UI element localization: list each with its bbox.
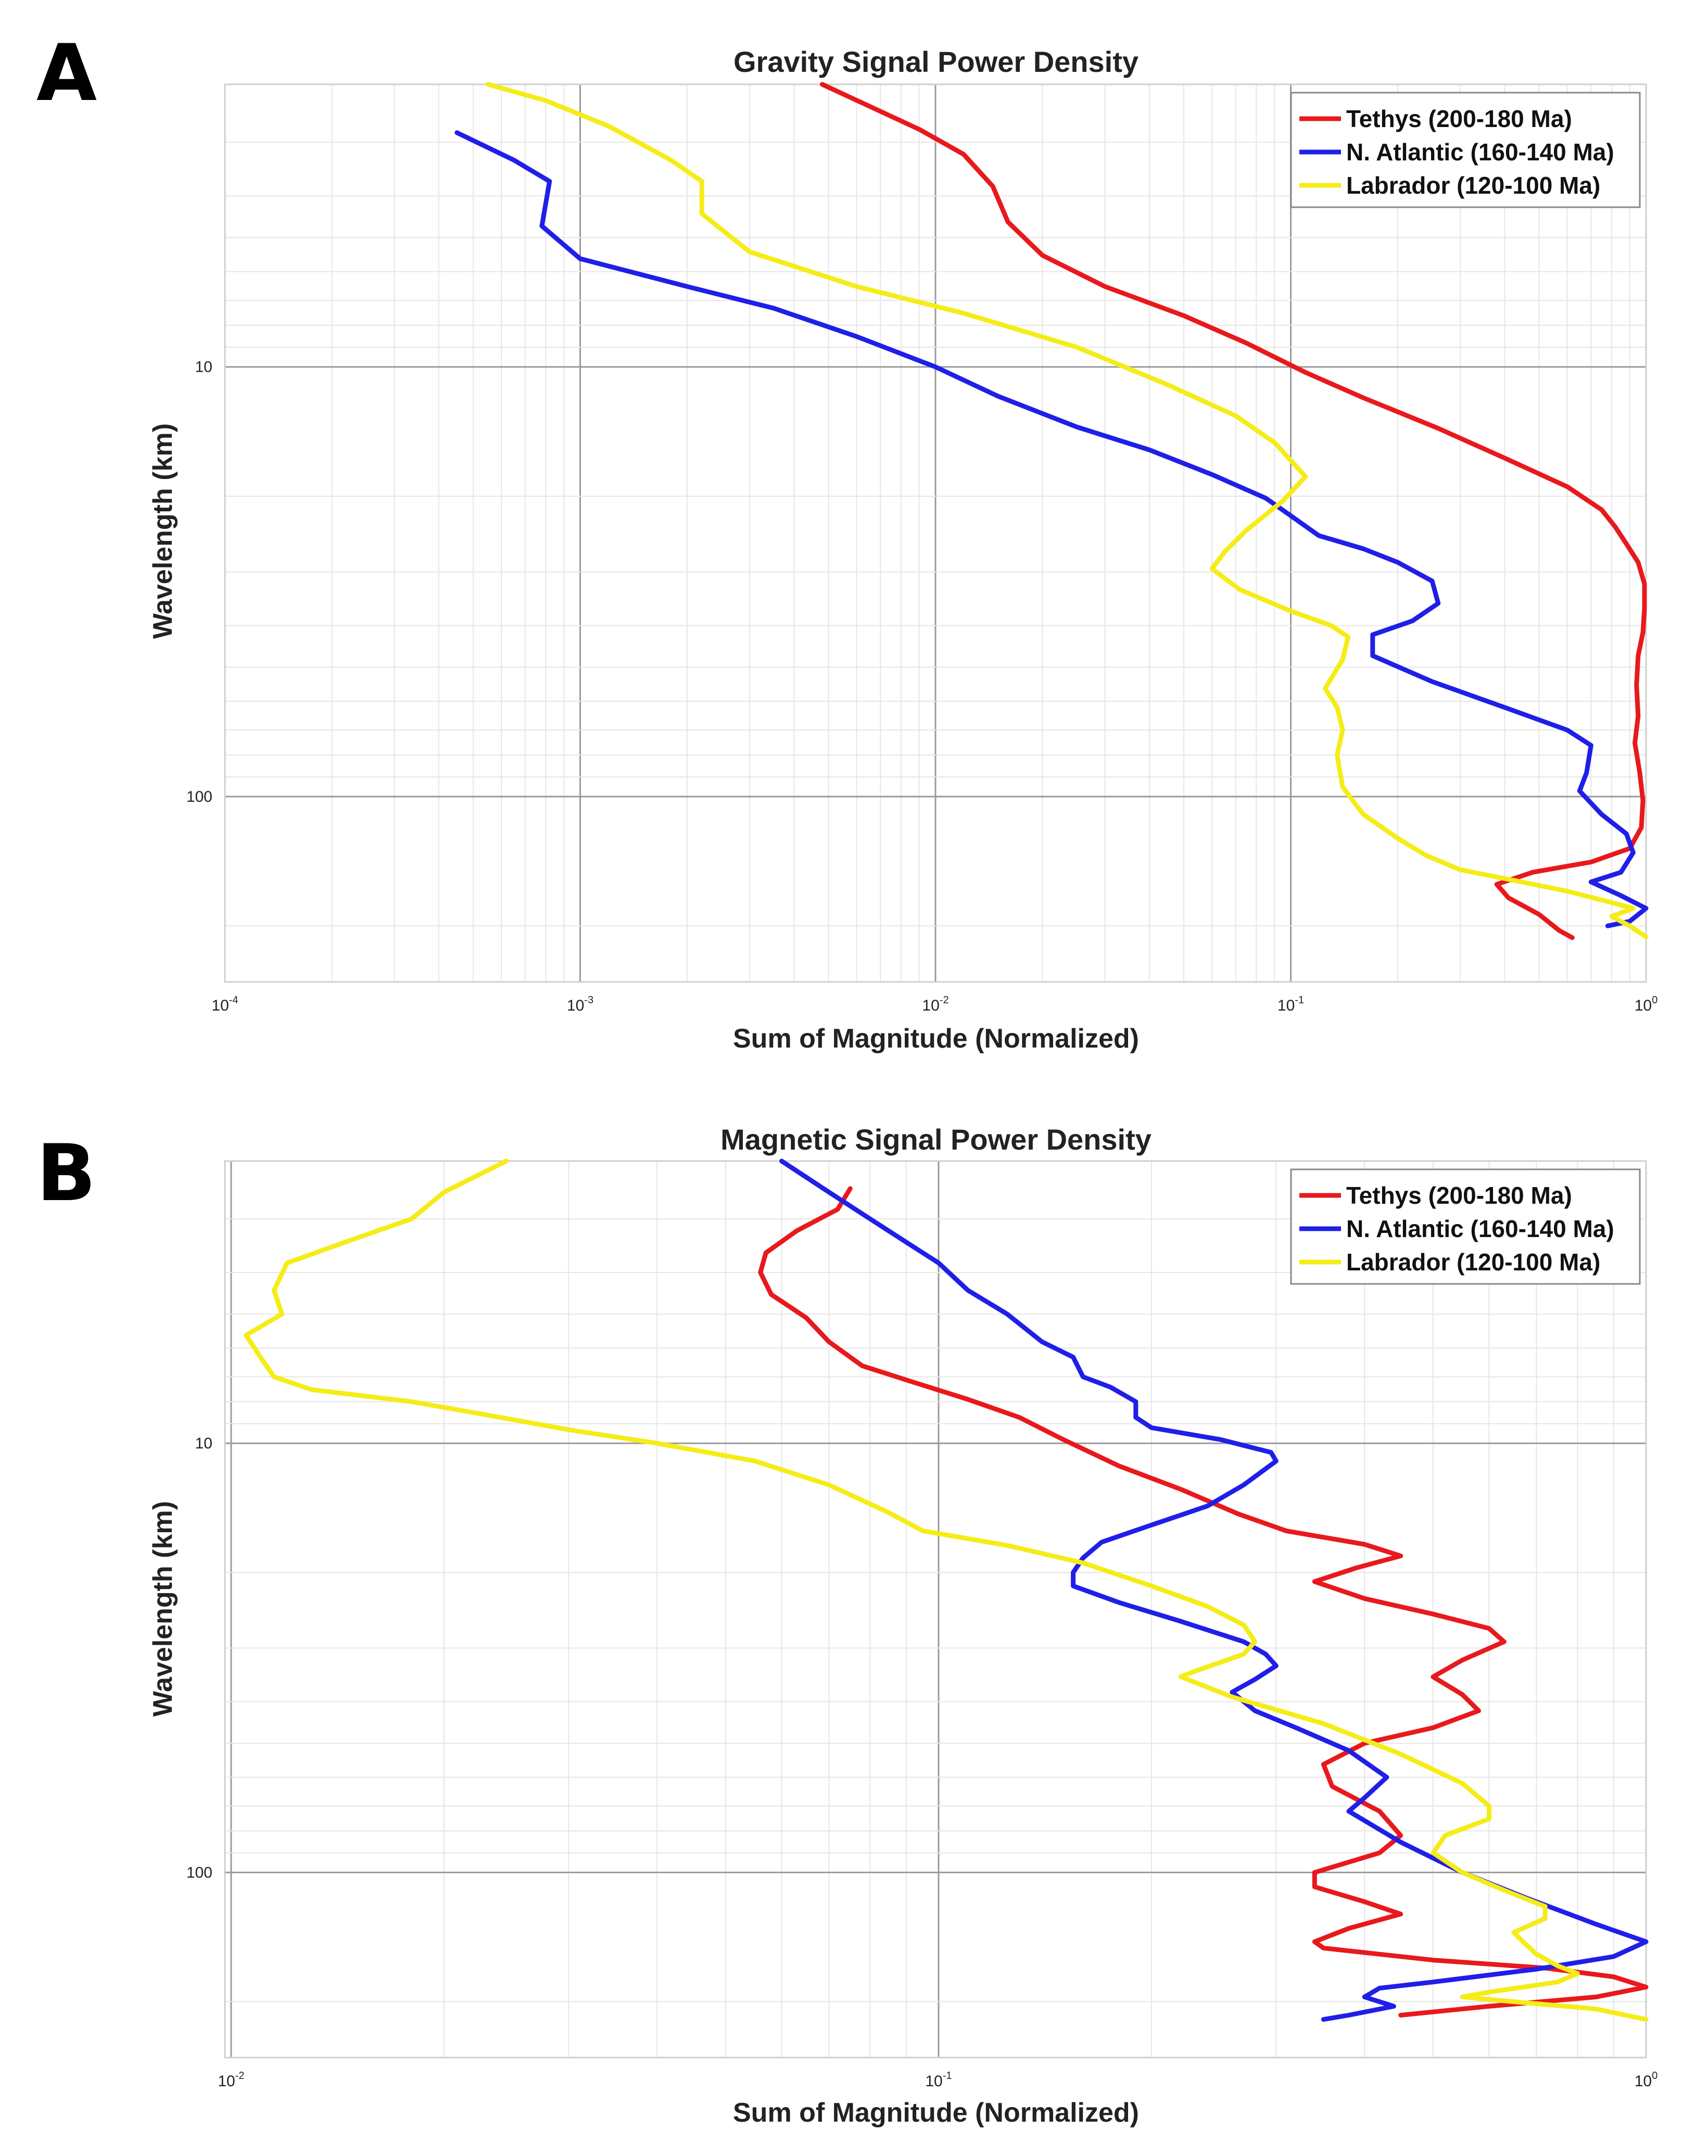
series-line-labrador [244,1158,1649,2022]
series-layer-a [454,82,1649,940]
y-ticks-a: 10 100 [186,359,212,805]
panel-letter-a: A [36,28,97,119]
series-line-n [454,130,1649,928]
legend-label-tethys-b: Tethys (200-180 Ma) [1346,1182,1572,1209]
panel-a: A Gravity Signal Power Density 10-4 10-3 1… [36,28,1658,1054]
x-tick-label: 100 [1635,994,1658,1014]
chart-title-b: Magnetic Signal Power Density [720,1123,1152,1156]
series-line-tethys [758,1186,1649,2018]
x-tick-label: 10-3 [567,994,593,1014]
series-line-tethys [819,82,1647,940]
legend-label-labrador-b: Labrador (120-100 Ma) [1346,1249,1600,1276]
panel-b: B Magnetic Signal Power Density 10-2 10-1… [36,1123,1658,2128]
x-axis-label-a: Sum of Magnitude (Normalized) [733,1024,1139,1054]
y-tick-label: 10 [195,359,212,376]
legend-box-a [1290,92,1641,208]
legend-label-n-atlantic-a: N. Atlantic (160-140 Ma) [1346,138,1614,166]
grid-b [225,1161,1646,2058]
y-axis-label-a: Wavelength (km) [148,423,178,639]
x-tick-label: 10-1 [925,2070,952,2090]
y-tick-label: 100 [186,1864,212,1881]
grid-a [224,84,1646,982]
y-tick-label: 10 [195,1435,212,1452]
plot-area-a [224,83,1647,983]
panel-letter-b: B [36,1128,96,1219]
series-line-n [779,1158,1649,2022]
y-tick-label: 100 [186,788,212,805]
x-tick-label: 100 [1635,2070,1658,2090]
x-tick-label: 10-1 [1277,994,1304,1014]
legend-label-labrador-a: Labrador (120-100 Ma) [1346,172,1600,199]
series-line-labrador [485,82,1649,939]
series-layer-b [244,1158,1649,2022]
x-axis-label-b: Sum of Magnitude (Normalized) [733,2098,1139,2128]
legend-a: Tethys (200-180 Ma) N. Atlantic (160-140… [1290,92,1641,208]
x-ticks-a: 10-4 10-3 10-2 10-1 100 [211,994,1658,1014]
x-tick-label: 10-2 [922,994,948,1014]
x-tick-label: 10-4 [211,994,238,1014]
legend-label-tethys-a: Tethys (200-180 Ma) [1346,105,1572,132]
x-tick-label: 10-2 [218,2070,244,2090]
chart-title-a: Gravity Signal Power Density [733,45,1138,78]
y-ticks-b: 10 100 [186,1435,212,1881]
legend-box-b [1290,1168,1641,1285]
plot-area-b [224,1160,1647,2059]
y-axis-label-b: Wavelength (km) [148,1501,178,1717]
legend-label-n-atlantic-b: N. Atlantic (160-140 Ma) [1346,1215,1614,1242]
legend-b: Tethys (200-180 Ma) N. Atlantic (160-140… [1290,1168,1641,1285]
x-ticks-b: 10-2 10-1 100 [218,2070,1658,2090]
